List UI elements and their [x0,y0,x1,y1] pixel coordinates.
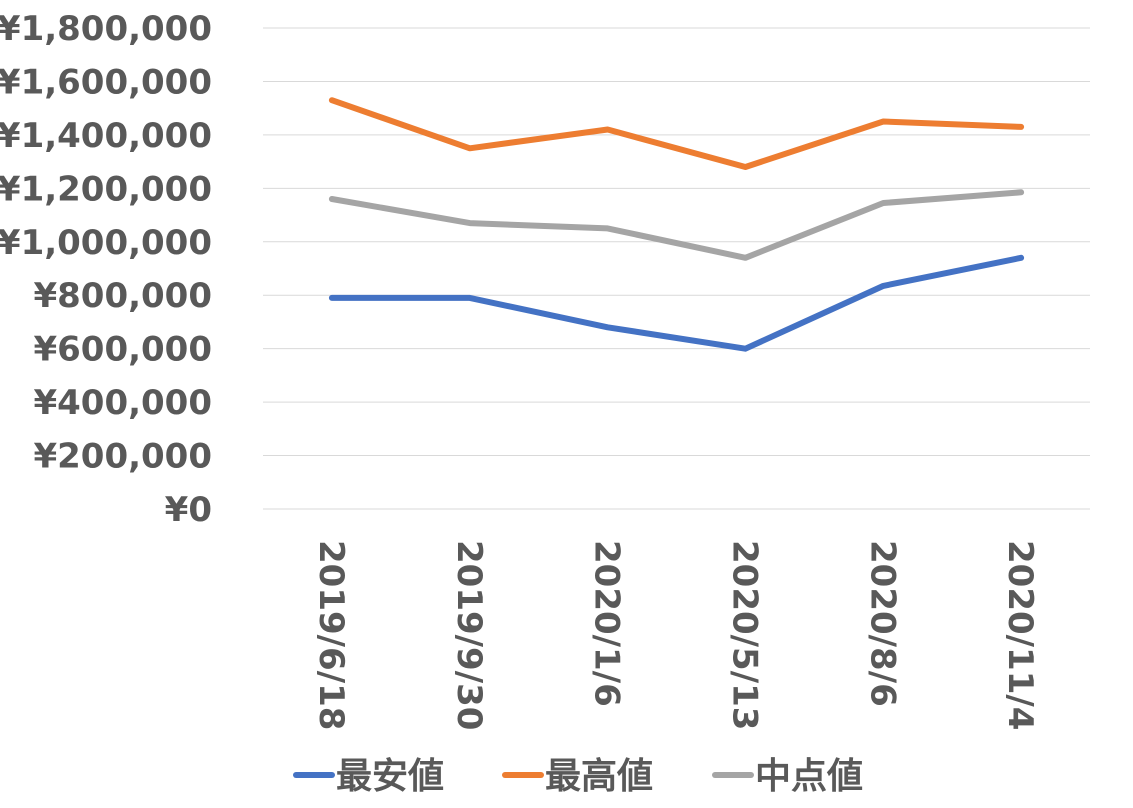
legend-label: 最安値 [336,756,444,797]
y-tick-label: ¥1,800,000 [0,9,212,49]
series-line [328,97,1025,170]
y-tick-label: ¥800,000 [33,276,212,316]
series-line [328,254,1025,352]
y-axis-tick-labels: ¥0 ¥200,000 ¥400,000 ¥600,000 ¥800,000 ¥1,000… [0,9,212,530]
x-tick-label: 2020/5/13 [724,540,764,730]
y-tick-label: ¥200,000 [33,437,212,477]
y-tick-label: ¥1,000,000 [0,223,212,263]
x-tick-label: 2019/6/18 [311,540,351,730]
series-line [328,189,1025,261]
legend-label: 最高値 [545,756,653,797]
y-tick-label: ¥0 [165,490,212,530]
x-tick-label: 2019/9/30 [449,540,489,730]
y-tick-label: ¥1,200,000 [0,169,212,209]
y-tick-label: ¥1,600,000 [0,62,212,102]
legend: 最安値 最高値 中点値 [293,756,863,797]
x-axis-tick-labels: 2019/6/18 2019/9/30 2020/1/6 2020/5/13 2020/… [311,540,1040,730]
x-tick-label: 2020/8/6 [862,540,902,707]
y-tick-label: ¥400,000 [33,383,212,423]
y-tick-label: ¥1,400,000 [0,116,212,156]
x-tick-label: 2020/11/4 [1000,540,1040,730]
series-lines [328,97,1025,352]
legend-label: 中点値 [755,756,863,797]
x-tick-label: 2020/1/6 [587,540,627,707]
y-tick-label: ¥600,000 [33,330,212,370]
